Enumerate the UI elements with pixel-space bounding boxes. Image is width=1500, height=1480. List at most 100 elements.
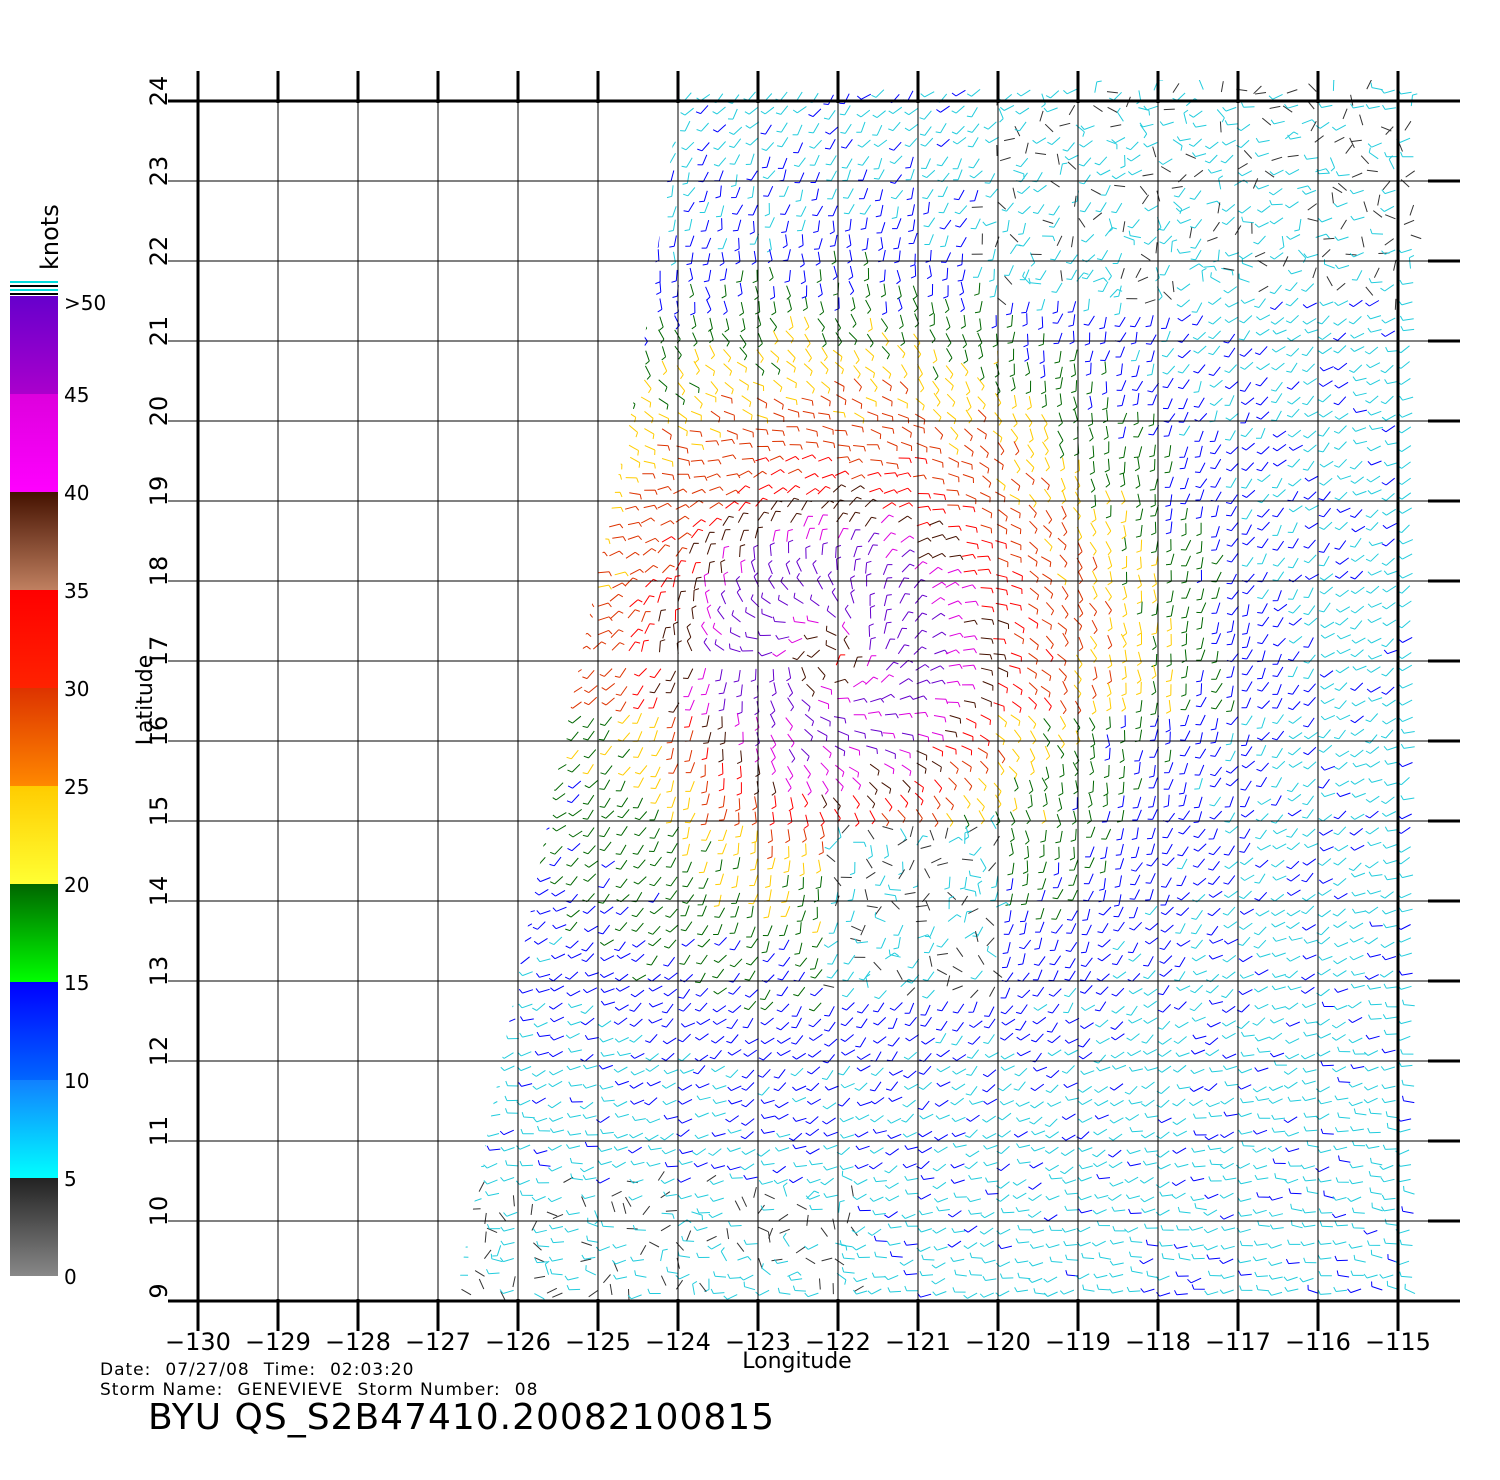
wind-barb <box>1352 376 1367 382</box>
wind-barb <box>962 505 976 513</box>
wind-barb <box>805 488 820 495</box>
wind-barb <box>936 953 948 956</box>
wind-barb <box>455 839 470 845</box>
wind-barb <box>1101 811 1111 823</box>
wind-barb <box>848 511 861 522</box>
wind-barb <box>847 888 856 902</box>
wind-barb <box>551 793 566 801</box>
wind-barb <box>729 940 741 951</box>
wind-barb <box>512 1276 516 1288</box>
wind-barb <box>947 701 961 708</box>
wind-barb <box>677 1194 692 1200</box>
wind-barb <box>1165 553 1175 566</box>
wind-barb <box>919 1052 932 1062</box>
wind-barb <box>1284 1053 1300 1060</box>
wind-barb <box>1101 828 1112 840</box>
wind-barb <box>1222 1065 1238 1071</box>
wind-barb <box>1203 1245 1218 1251</box>
wind-barb <box>805 348 812 363</box>
wind-barb <box>1255 377 1268 387</box>
wind-barb <box>535 155 547 166</box>
wind-barb <box>1163 425 1173 437</box>
wind-barb <box>1257 616 1270 627</box>
wind-barb <box>498 586 509 598</box>
wind-barb <box>1043 1291 1058 1297</box>
wind-barb <box>1399 395 1414 401</box>
wind-barb <box>622 1202 627 1214</box>
wind-barb <box>1165 521 1173 535</box>
wind-barb <box>852 795 860 809</box>
wind-barb <box>1302 795 1315 806</box>
wind-barb <box>1190 939 1203 949</box>
wind-barb <box>1397 445 1412 453</box>
wind-barb <box>631 891 643 903</box>
product-id: BYU QS_S2B47410.20082100815 <box>148 1397 776 1438</box>
wind-barb <box>904 892 916 895</box>
wind-barb <box>1363 1097 1378 1104</box>
wind-barb <box>757 333 763 348</box>
wind-barb <box>505 221 517 232</box>
wind-barb <box>1128 230 1141 239</box>
wind-barb <box>956 947 964 957</box>
wind-barb <box>1381 189 1396 195</box>
wind-barb <box>669 235 677 248</box>
wind-barb <box>1064 970 1076 981</box>
wind-barb <box>612 536 627 542</box>
wind-barb <box>1294 218 1302 232</box>
wind-barb <box>1067 301 1077 313</box>
wind-barb <box>684 218 693 232</box>
wind-barb <box>1080 1022 1094 1030</box>
wind-barb <box>440 797 454 801</box>
wind-barb <box>1080 125 1095 130</box>
wind-barb <box>1089 746 1095 760</box>
wind-barb <box>745 631 758 640</box>
wind-barb <box>1349 252 1364 258</box>
wind-barb <box>771 682 777 697</box>
wind-barb <box>469 1208 481 1210</box>
wind-barb <box>968 1100 984 1105</box>
wind-barb <box>455 794 467 802</box>
wind-barb <box>1077 603 1084 618</box>
wind-barb <box>649 876 662 887</box>
wind-barb <box>544 331 549 346</box>
wind-barb <box>1092 556 1098 571</box>
wind-barb <box>1094 1001 1107 1012</box>
wind-barb <box>1016 1158 1031 1164</box>
wind-barb <box>544 510 557 520</box>
wind-barb <box>665 1210 677 1212</box>
wind-barb <box>820 395 831 407</box>
wind-barb <box>568 669 582 676</box>
wind-barb <box>1045 90 1060 99</box>
wind-barb <box>1365 795 1380 803</box>
wind-barb <box>908 219 916 232</box>
wind-barb <box>1060 700 1067 715</box>
wind-barb <box>1241 216 1254 224</box>
wind-barb <box>1350 605 1365 614</box>
wind-barb <box>886 1051 898 1062</box>
wind-barb <box>1220 154 1234 164</box>
wind-barb <box>1333 345 1347 354</box>
wind-barb <box>726 1019 739 1029</box>
wind-barb <box>472 205 486 214</box>
wind-barb <box>1043 718 1051 732</box>
wind-barb <box>646 1118 661 1124</box>
wind-barb <box>1178 794 1187 807</box>
wind-barb <box>772 330 779 345</box>
wind-barb <box>893 937 901 950</box>
wind-barb <box>1254 222 1269 228</box>
wind-barb <box>1368 697 1383 702</box>
wind-barb <box>705 392 717 403</box>
wind-barb <box>1030 761 1035 776</box>
wind-barb <box>968 908 979 914</box>
wind-barb <box>919 1270 934 1277</box>
wind-barb <box>598 616 613 622</box>
wind-barb <box>603 219 615 230</box>
wind-barb <box>1318 491 1331 501</box>
wind-barb <box>1162 377 1174 389</box>
wind-barb <box>547 522 558 533</box>
wind-barb <box>1125 1194 1141 1200</box>
wind-barb <box>887 1117 902 1124</box>
wind-barb <box>1191 910 1203 920</box>
wind-barb <box>874 912 886 923</box>
wind-barb <box>651 217 661 230</box>
